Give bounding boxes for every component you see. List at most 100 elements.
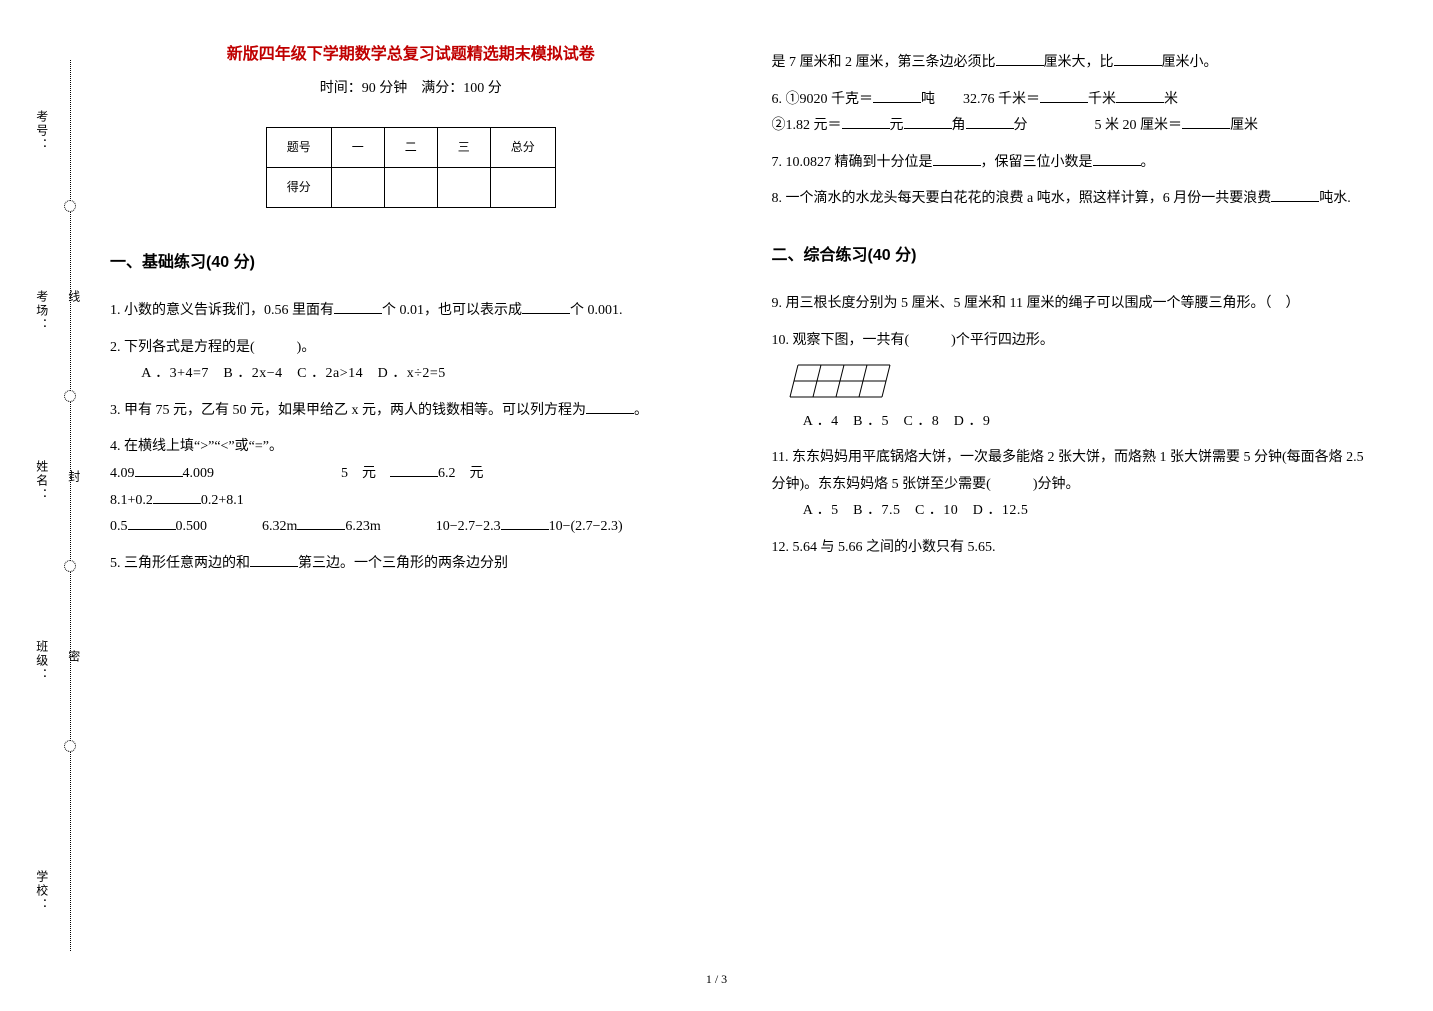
q10-text: 10. 观察下图，一共有( )个平行四边形。 (772, 328, 1374, 355)
blank (250, 551, 298, 566)
score-cell (331, 167, 384, 207)
question-2: 2. 下列各式是方程的是( )。 A ．3+4=7 B ．2x−4 C ．2a>… (110, 335, 712, 388)
q5-text: 厘米大，比 (1044, 55, 1114, 70)
blank (1040, 87, 1088, 102)
q5-text: 5. 三角形任意两边的和 (110, 556, 250, 571)
question-10: 10. 观察下图，一共有( )个平行四边形。 A ．4 B ．5 C ．8 D … (772, 328, 1374, 435)
q4-val: 10−2.7−2.3 (436, 519, 501, 534)
question-7: 7. 10.0827 精确到十分位是，保留三位小数是。 (772, 150, 1374, 177)
blank (996, 51, 1044, 66)
binding-circle (64, 560, 76, 572)
q4-val: 6.23m (345, 519, 380, 534)
margin-seal-secret: 密 (62, 650, 85, 668)
q6-text: 角 (952, 118, 966, 133)
q4-val: 0.500 (176, 519, 208, 534)
blank (390, 462, 438, 477)
q4-head: 4. 在横线上填“>”“<”或“=”。 (110, 434, 712, 461)
question-8: 8. 一个滴水的水龙头每天要白花花的浪费 a 吨水，照这样计算，6 月份一共要浪… (772, 186, 1374, 213)
binding-dotted-line (70, 60, 71, 951)
margin-label-class: 班级： (30, 640, 53, 682)
table-row: 得分 (266, 167, 555, 207)
margin-seal-seal: 封 (62, 470, 85, 488)
question-9: 9. 用三根长度分别为 5 厘米、5 厘米和 11 厘米的绳子可以围成一个等腰三… (772, 291, 1374, 318)
question-6: 6. ①9020 千克＝吨 32.76 千米＝千米米 ②1.82 元＝元角分 5… (772, 87, 1374, 140)
q5-text: 是 7 厘米和 2 厘米，第三条边必须比 (772, 55, 996, 70)
question-11: 11. 东东妈妈用平底锅烙大饼，一次最多能烙 2 张大饼，而烙熟 1 张大饼需要… (772, 445, 1374, 525)
score-cell (437, 167, 490, 207)
table-row: 题号 一 二 三 总分 (266, 127, 555, 167)
q1-text: 个 0.01，也可以表示成 (382, 303, 522, 318)
section-2-title: 二、综合练习(40 分) (772, 241, 1374, 271)
q4-val: 4.009 (183, 466, 215, 481)
q4-val: 6.2 元 (438, 466, 484, 481)
blank (297, 515, 345, 530)
blank (1114, 51, 1162, 66)
q4-val: 10−(2.7−2.3) (549, 519, 623, 534)
margin-label-room: 考场： (30, 290, 53, 332)
q2-options: A ．3+4=7 B ．2x−4 C ．2a>14 D ．x÷2=5 (127, 361, 712, 388)
blank (904, 114, 952, 129)
binding-circle (64, 390, 76, 402)
blank (1093, 150, 1141, 165)
score-row-label: 得分 (266, 167, 331, 207)
exam-title: 新版四年级下学期数学总复习试题精选期末模拟试卷 (110, 40, 712, 70)
q8-text: 吨水. (1319, 191, 1351, 206)
q5-text: 第三边。一个三角形的两条边分别 (298, 556, 508, 571)
blank (873, 87, 921, 102)
exam-subtitle: 时间：90 分钟 满分：100 分 (110, 76, 712, 103)
blank (933, 150, 981, 165)
score-th: 三 (437, 127, 490, 167)
margin-label-school: 学校： (30, 870, 53, 912)
q1-text: 1. 小数的意义告诉我们，0.56 里面有 (110, 303, 334, 318)
score-cell (384, 167, 437, 207)
q11-options: A ．5 B ．7.5 C ．10 D ．12.5 (788, 498, 1373, 525)
q6-text: 厘米 (1230, 118, 1258, 133)
q8-text: 8. 一个滴水的水龙头每天要白花花的浪费 a 吨水，照这样计算，6 月份一共要浪… (772, 191, 1272, 206)
q4-val: 8.1+0.2 (110, 493, 153, 508)
q4-val: 4.09 (110, 466, 135, 481)
score-th: 总分 (490, 127, 555, 167)
q6-line2: ②1.82 元＝元角分 5 米 20 厘米＝厘米 (772, 113, 1374, 140)
blank (1271, 187, 1319, 202)
margin-label-name: 姓名： (30, 460, 53, 502)
question-1: 1. 小数的意义告诉我们，0.56 里面有 个 0.01，也可以表示成 个 0.00… (110, 298, 712, 325)
q2-text: 2. 下列各式是方程的是( )。 (110, 335, 712, 362)
question-4: 4. 在横线上填“>”“<”或“=”。 4.094.009 5 元 6.2 元 … (110, 434, 712, 540)
q6-line1: 6. ①9020 千克＝吨 32.76 千米＝千米米 (772, 87, 1374, 114)
q1-text: 个 0.001. (570, 303, 623, 318)
q4-line: 0.50.500 6.32m6.23m 10−2.7−2.310−(2.7−2.… (110, 514, 712, 541)
blank (522, 299, 570, 314)
blank (153, 488, 201, 503)
blank (135, 462, 183, 477)
q6-text: 千米 (1088, 92, 1116, 107)
margin-label-exam-number: 考号： (30, 110, 53, 152)
blank (842, 114, 890, 129)
section-1-title: 一、基础练习(40 分) (110, 248, 712, 278)
question-5-part-b: 是 7 厘米和 2 厘米，第三条边必须比 厘米大，比 厘米小。 (772, 50, 1374, 77)
blank (501, 515, 549, 530)
binding-circle (64, 200, 76, 212)
content-columns: 新版四年级下学期数学总复习试题精选期末模拟试卷 时间：90 分钟 满分：100 … (100, 0, 1433, 1011)
page-number: 1 / 3 (706, 968, 727, 991)
score-th: 题号 (266, 127, 331, 167)
blank (966, 114, 1014, 129)
q6-text: ②1.82 元＝ (772, 118, 842, 133)
margin-seal-line: 线 (62, 290, 85, 308)
question-3: 3. 甲有 75 元，乙有 50 元，如果甲给乙 x 元，两人的钱数相等。可以列… (110, 398, 712, 425)
q6-text: 元 (890, 118, 904, 133)
q11-text: 11. 东东妈妈用平底锅烙大饼，一次最多能烙 2 张大饼，而烙熟 1 张大饼需要… (772, 445, 1374, 498)
binding-circle (64, 740, 76, 752)
question-5-part-a: 5. 三角形任意两边的和 第三边。一个三角形的两条边分别 (110, 551, 712, 578)
right-column: 是 7 厘米和 2 厘米，第三条边必须比 厘米大，比 厘米小。 6. ①9020 千… (772, 40, 1374, 981)
q6-text: 分 (1014, 118, 1028, 133)
blank (334, 299, 382, 314)
q4-val: 0.5 (110, 519, 128, 534)
blank (586, 398, 634, 413)
q4-line: 4.09 4.009 5 元 6.2 元 (110, 461, 712, 488)
blank (128, 515, 176, 530)
q3-text: 。 (634, 403, 648, 418)
parallelogram-figure-icon (784, 361, 894, 405)
q4-val: 5 元 (341, 466, 390, 481)
blank (1116, 87, 1164, 102)
q5-text: 厘米小。 (1162, 55, 1218, 70)
